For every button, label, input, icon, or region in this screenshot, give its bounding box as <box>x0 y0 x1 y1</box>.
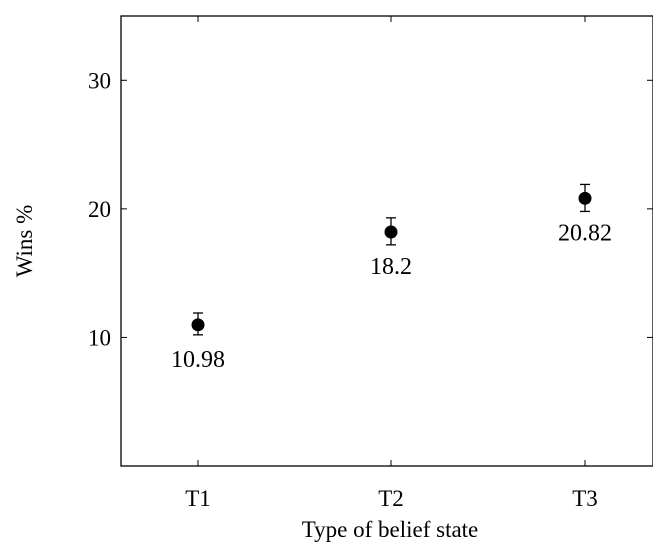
x-tick-label: T3 <box>572 486 598 511</box>
data-point <box>384 225 398 239</box>
axis-ticks <box>121 16 653 466</box>
data-point <box>578 191 592 205</box>
y-tick-label: 20 <box>88 197 111 222</box>
data-label: 18.2 <box>370 254 412 280</box>
x-tick-labels: T1 T2 T3 <box>185 486 598 511</box>
y-tick-labels: 10 20 30 <box>88 68 111 350</box>
data-label: 10.98 <box>171 347 225 373</box>
data-points: 10.98 18.2 20.82 <box>171 183 612 373</box>
data-label: 20.82 <box>558 220 612 246</box>
x-tick-label: T2 <box>378 486 404 511</box>
y-axis-title: Wins % <box>12 205 37 278</box>
plot-frame <box>120 15 653 467</box>
y-tick-label: 10 <box>88 325 111 350</box>
x-tick-label: T1 <box>185 486 211 511</box>
x-axis-title: Type of belief state <box>302 517 479 542</box>
data-point <box>191 318 205 332</box>
y-tick-label: 30 <box>88 68 111 93</box>
